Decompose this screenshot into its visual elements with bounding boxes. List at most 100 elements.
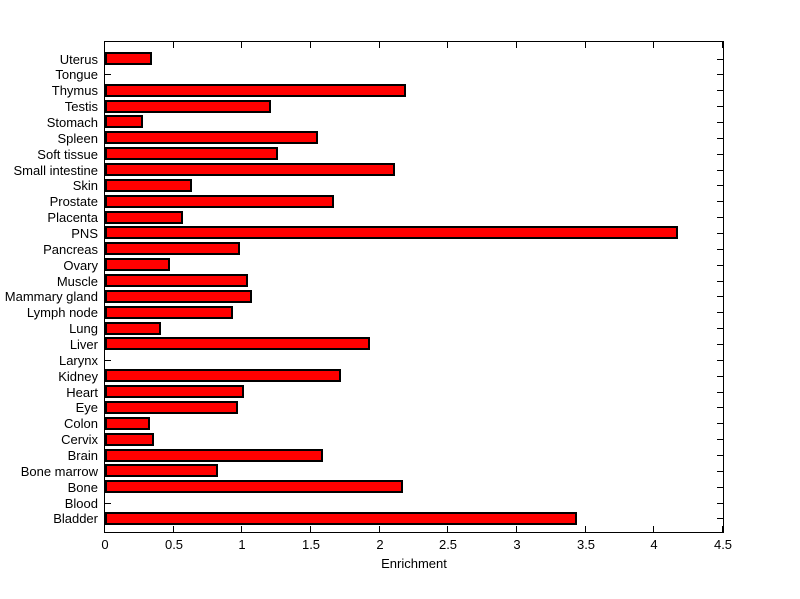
y-tick-mark bbox=[717, 154, 723, 155]
bar bbox=[105, 52, 152, 65]
y-tick-mark bbox=[717, 106, 723, 107]
x-tick-mark bbox=[241, 526, 242, 532]
bar bbox=[105, 290, 252, 303]
x-tick-label: 0.5 bbox=[164, 537, 184, 552]
y-tick-mark bbox=[717, 59, 723, 60]
y-tick-label: Stomach bbox=[46, 115, 98, 130]
x-tick-label: 4 bbox=[650, 537, 658, 552]
y-tick-label: PNS bbox=[71, 226, 98, 241]
bar bbox=[105, 242, 240, 255]
bar bbox=[105, 480, 403, 493]
y-tick-mark bbox=[717, 90, 723, 91]
y-tick-mark bbox=[717, 233, 723, 234]
bar bbox=[105, 195, 334, 208]
bar bbox=[105, 163, 395, 176]
bar bbox=[105, 100, 271, 113]
y-tick-label: Ovary bbox=[63, 258, 98, 273]
y-tick-label: Colon bbox=[64, 416, 98, 431]
y-tick-mark bbox=[717, 518, 723, 519]
bar bbox=[105, 274, 248, 287]
y-tick-mark bbox=[717, 201, 723, 202]
y-tick-mark bbox=[105, 503, 111, 504]
y-tick-label: Tongue bbox=[55, 67, 98, 82]
y-tick-mark bbox=[105, 360, 111, 361]
x-tick-mark bbox=[516, 42, 517, 48]
y-tick-mark bbox=[717, 455, 723, 456]
y-tick-mark bbox=[717, 249, 723, 250]
y-tick-label: Uterus bbox=[59, 52, 98, 67]
y-tick-label: Blood bbox=[64, 496, 98, 511]
x-tick-mark bbox=[173, 42, 174, 48]
x-axis-title: Enrichment bbox=[381, 556, 447, 571]
bar bbox=[105, 322, 161, 335]
x-axis-tick-labels: 0 0.5 1 1.5 2 2.5 3 3.5 4 4.5 bbox=[101, 537, 732, 553]
x-tick-mark bbox=[379, 526, 380, 532]
y-tick-label: Thymus bbox=[51, 83, 98, 98]
bar bbox=[105, 179, 192, 192]
y-tick-label: Kidney bbox=[58, 369, 98, 384]
y-tick-label: Testis bbox=[64, 99, 98, 114]
bar bbox=[105, 84, 406, 97]
y-tick-label: Small intestine bbox=[13, 163, 98, 178]
y-tick-mark bbox=[717, 185, 723, 186]
x-tick-mark bbox=[722, 42, 723, 48]
y-tick-mark bbox=[717, 503, 723, 504]
bar bbox=[105, 211, 183, 224]
y-tick-mark bbox=[717, 407, 723, 408]
x-tick-label: 3.5 bbox=[576, 537, 596, 552]
bar bbox=[105, 258, 170, 271]
bar bbox=[105, 131, 318, 144]
x-tick-mark bbox=[653, 42, 654, 48]
x-tick-label: 4.5 bbox=[713, 537, 733, 552]
x-tick-label: 1 bbox=[238, 537, 246, 552]
bar bbox=[105, 226, 678, 239]
y-tick-label: Placenta bbox=[47, 210, 98, 225]
y-tick-mark bbox=[717, 360, 723, 361]
y-tick-label: Heart bbox=[66, 385, 98, 400]
y-tick-label: Bone bbox=[67, 480, 98, 495]
bar bbox=[105, 369, 341, 382]
y-tick-mark bbox=[717, 376, 723, 377]
x-tick-mark bbox=[104, 42, 105, 48]
plot-area bbox=[104, 41, 724, 533]
y-tick-label: Liver bbox=[69, 337, 98, 352]
y-tick-mark bbox=[717, 439, 723, 440]
y-tick-label: Pancreas bbox=[43, 242, 98, 257]
bar bbox=[105, 147, 278, 160]
x-tick-label: 0 bbox=[101, 537, 109, 552]
y-tick-mark bbox=[717, 122, 723, 123]
y-tick-mark bbox=[717, 392, 723, 393]
y-tick-label: Muscle bbox=[56, 274, 98, 289]
x-tick-mark bbox=[722, 526, 723, 532]
x-tick-mark bbox=[447, 42, 448, 48]
y-tick-label: Brain bbox=[67, 448, 98, 463]
x-tick-label: 3 bbox=[513, 537, 521, 552]
y-tick-mark bbox=[717, 170, 723, 171]
y-tick-mark bbox=[717, 423, 723, 424]
x-tick-mark bbox=[104, 526, 105, 532]
bar bbox=[105, 512, 577, 525]
y-tick-label: Prostate bbox=[49, 194, 98, 209]
x-tick-mark bbox=[516, 526, 517, 532]
x-tick-mark bbox=[173, 526, 174, 532]
y-tick-mark bbox=[717, 471, 723, 472]
bar bbox=[105, 385, 244, 398]
y-tick-mark bbox=[717, 217, 723, 218]
x-tick-mark bbox=[585, 42, 586, 48]
bar bbox=[105, 115, 143, 128]
y-tick-label: Larynx bbox=[58, 353, 98, 368]
bar bbox=[105, 417, 150, 430]
y-tick-mark bbox=[717, 487, 723, 488]
y-tick-label: Lymph node bbox=[26, 305, 98, 320]
bar bbox=[105, 337, 370, 350]
x-tick-mark bbox=[653, 526, 654, 532]
x-tick-mark bbox=[310, 42, 311, 48]
bar bbox=[105, 433, 154, 446]
x-tick-mark bbox=[379, 42, 380, 48]
y-tick-label: Eye bbox=[75, 400, 98, 415]
y-tick-label: Soft tissue bbox=[37, 147, 98, 162]
y-tick-label: Bladder bbox=[53, 511, 98, 526]
y-tick-label: Cervix bbox=[61, 432, 98, 447]
x-tick-label: 1.5 bbox=[301, 537, 321, 552]
